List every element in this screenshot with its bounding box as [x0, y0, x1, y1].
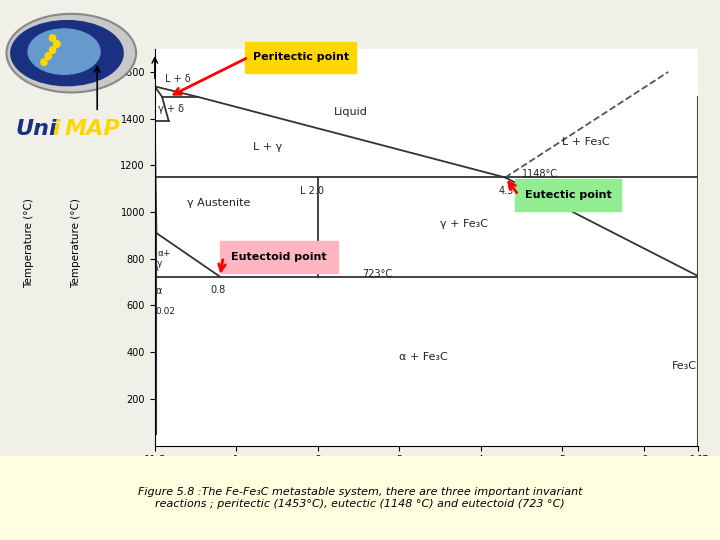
Text: Liquid: Liquid: [334, 106, 368, 117]
Circle shape: [50, 35, 55, 42]
FancyBboxPatch shape: [220, 241, 338, 273]
Text: L + Fe₃C: L + Fe₃C: [562, 137, 610, 147]
Circle shape: [41, 59, 47, 65]
Text: Fe₃C: Fe₃C: [672, 361, 698, 371]
Ellipse shape: [28, 29, 100, 75]
Text: Temperature (°C): Temperature (°C): [71, 198, 81, 288]
Text: γ Austenite: γ Austenite: [187, 198, 251, 208]
FancyBboxPatch shape: [0, 456, 720, 540]
Text: α: α: [156, 286, 162, 296]
Text: L 2.0: L 2.0: [300, 186, 324, 195]
Text: γ + Fe₃C: γ + Fe₃C: [440, 219, 488, 229]
Ellipse shape: [6, 14, 136, 92]
Text: α+
γ: α+ γ: [157, 249, 171, 268]
Circle shape: [54, 40, 60, 48]
Text: Figure 5.8 :The Fe-Fe₃C metastable system, there are three important invariant
r: Figure 5.8 :The Fe-Fe₃C metastable syste…: [138, 487, 582, 509]
Text: 0.02: 0.02: [156, 307, 176, 316]
Text: Eutectoid point: Eutectoid point: [231, 252, 327, 262]
Text: α + Fe₃C: α + Fe₃C: [400, 352, 448, 362]
Text: Eutectic point: Eutectic point: [525, 190, 611, 200]
FancyBboxPatch shape: [245, 42, 356, 73]
Text: L + δ: L + δ: [166, 74, 191, 84]
Text: i: i: [53, 119, 60, 139]
Text: 723°C: 723°C: [363, 269, 392, 279]
Text: Uni: Uni: [15, 119, 57, 139]
X-axis label: Weight % carbon →: Weight % carbon →: [376, 477, 477, 488]
FancyBboxPatch shape: [515, 179, 621, 211]
Circle shape: [50, 47, 55, 53]
Text: 4.3: 4.3: [499, 186, 514, 195]
Text: 1148°C: 1148°C: [521, 169, 557, 179]
Text: 0.8: 0.8: [210, 285, 225, 295]
Text: Temperature (°C): Temperature (°C): [24, 198, 34, 288]
Ellipse shape: [11, 21, 123, 86]
Text: MAP: MAP: [64, 119, 120, 139]
Text: Peritectic point: Peritectic point: [253, 52, 348, 62]
Text: γ + δ: γ + δ: [158, 104, 184, 114]
Text: L + γ: L + γ: [253, 141, 282, 152]
Circle shape: [45, 53, 51, 59]
